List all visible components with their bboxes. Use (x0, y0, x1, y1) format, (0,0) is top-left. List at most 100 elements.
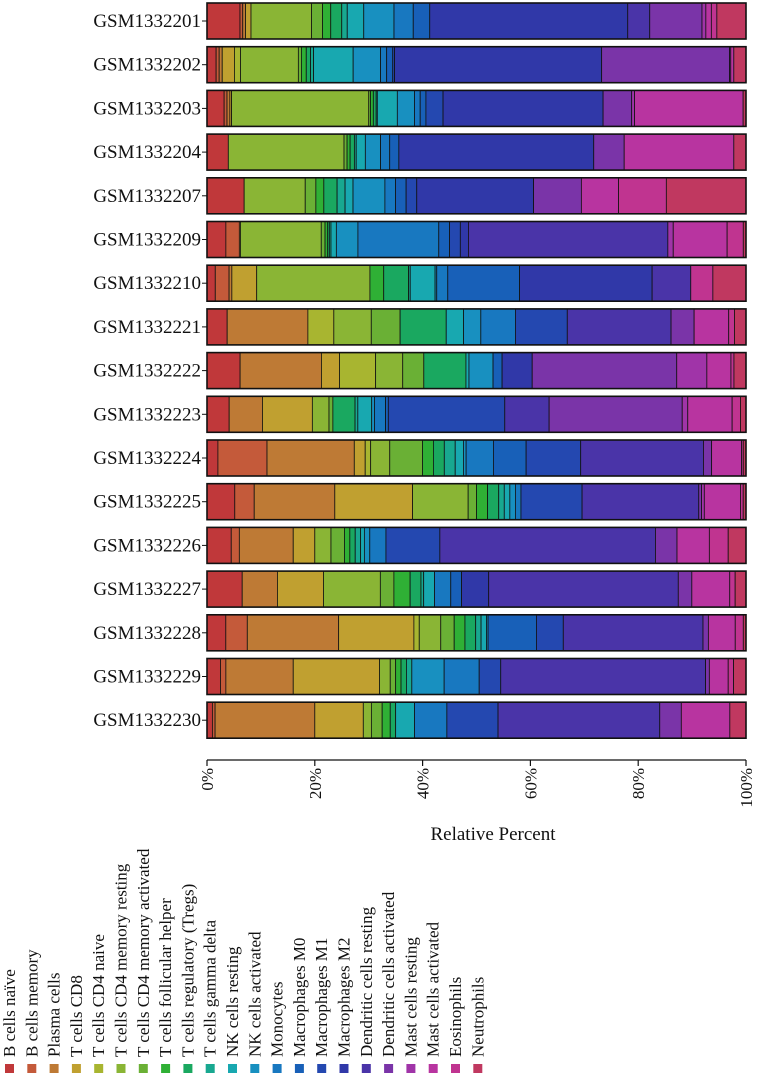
bar-segment (245, 2, 252, 40)
sample-label: GSM1332226 (93, 535, 201, 556)
bar-segment (703, 483, 741, 521)
legend-swatch (71, 1064, 81, 1073)
bar-segment (297, 46, 302, 84)
bar-segment (676, 352, 708, 390)
bar-segment (315, 177, 325, 215)
bar-segment (364, 439, 372, 477)
bar-segment (241, 570, 278, 608)
bar-segment (330, 527, 345, 564)
legend-swatch (228, 1064, 237, 1073)
bar-segment (492, 352, 503, 390)
bar-segment (475, 614, 482, 652)
bar-segment (412, 2, 431, 40)
bar-segment (423, 352, 467, 390)
bar-segment (339, 352, 377, 390)
bar-segment (438, 221, 450, 258)
sample-label: GSM1332210 (93, 273, 201, 294)
bar-segment (726, 221, 744, 258)
bar-segment (728, 308, 735, 346)
legend-swatch (406, 1064, 416, 1073)
legend-label: T cells CD4 memory activated (134, 848, 153, 1057)
bar-segment (363, 2, 395, 40)
bar-segment (323, 177, 338, 215)
legend-swatch (294, 1064, 304, 1073)
bar-segment (228, 264, 233, 302)
bar-segment (733, 46, 747, 84)
bar-segment (548, 395, 683, 433)
bar-segment (409, 264, 436, 302)
legend-label: T cells follicular helper (156, 898, 175, 1057)
bar-segment (463, 308, 482, 346)
bar-segment (234, 46, 241, 84)
bar-segment (509, 483, 516, 521)
bar-segment (206, 133, 229, 171)
bar-segment (231, 90, 370, 127)
bar-segment (710, 2, 718, 40)
bar-segment (311, 2, 323, 40)
bar-segment (206, 439, 219, 477)
bar-segment (363, 527, 371, 564)
bar-segment (468, 352, 494, 390)
bar-segment (525, 439, 582, 477)
bar-segment (432, 439, 445, 477)
bar-segment (395, 177, 407, 215)
bar-segment (593, 133, 625, 171)
bar-segment (680, 701, 731, 739)
bar-segment (228, 395, 263, 433)
bar-segment (206, 614, 227, 652)
bar-segment (443, 439, 456, 477)
bar-segment (734, 570, 747, 608)
bar-segment (393, 570, 411, 608)
bar-segment (727, 658, 735, 695)
bar-segment (240, 46, 299, 84)
bar-segment (665, 177, 747, 215)
sample-label: GSM1332228 (93, 623, 201, 644)
bar-segment (493, 439, 527, 477)
legend-label: Plasma cells (45, 972, 64, 1057)
bar-segment (729, 701, 747, 739)
x-tick-label: 100% (737, 768, 756, 808)
bar-segment (672, 221, 728, 258)
bar-segment (734, 614, 744, 652)
bar-segment (702, 614, 709, 652)
bar-segment (445, 308, 464, 346)
bar-segment (386, 46, 394, 84)
x-tick-label: 80% (629, 768, 648, 799)
bar-segment (349, 133, 355, 171)
bar-segment (218, 46, 223, 84)
legend-swatch (183, 1064, 193, 1073)
bar-segment (304, 177, 317, 215)
bar-segment (440, 614, 455, 652)
bar-segment (476, 483, 489, 521)
bar-segment (206, 570, 243, 608)
bar-segment (393, 2, 414, 40)
bar-segment (211, 701, 216, 739)
bar-segment (501, 352, 533, 390)
bar-segment (321, 352, 340, 390)
bar-segment (701, 483, 705, 521)
legend-label: Eosinophils (446, 977, 465, 1057)
bar-segment (395, 658, 402, 695)
bar-segment (705, 658, 710, 695)
legend-label: Dendritic cells resting (357, 906, 376, 1057)
bar-segment (313, 46, 354, 84)
bar-segment (352, 177, 386, 215)
bar-segment (446, 701, 499, 739)
sample-label: GSM1332201 (93, 11, 201, 32)
bar-segment (334, 483, 413, 521)
bar-segment (369, 264, 385, 302)
bar-segment (425, 90, 444, 127)
legend-label: T cells CD4 memory resting (112, 863, 131, 1057)
x-tick-label: 60% (521, 768, 540, 799)
bar-segment (434, 570, 452, 608)
legend-swatch (473, 1064, 483, 1073)
legend-label: Mast cells activated (424, 921, 443, 1057)
sample-label: GSM1332207 (93, 186, 201, 207)
bar-segment (497, 701, 661, 739)
bar-segment (691, 570, 731, 608)
bar-segment (357, 395, 373, 433)
bar-segment (389, 133, 400, 171)
bar-segment (234, 483, 255, 521)
bar-segment (423, 570, 435, 608)
bar-segment (206, 46, 217, 84)
